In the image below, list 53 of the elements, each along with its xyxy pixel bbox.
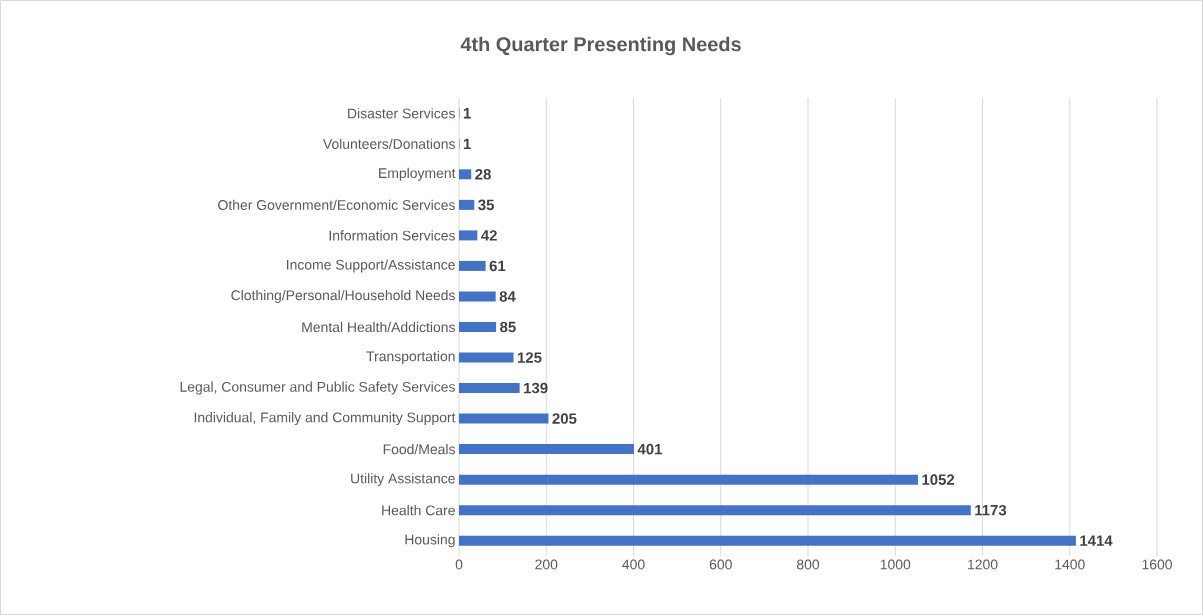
bar: [459, 444, 634, 455]
y-tick-label: Utility Assistance: [351, 473, 455, 487]
x-tick-label: 1200: [968, 559, 998, 570]
x-tick-label: 400: [622, 559, 645, 570]
x-tick-label: 0: [455, 559, 463, 570]
y-tick-label: Information Services: [329, 230, 455, 241]
bar: [459, 383, 520, 394]
x-tick-label: 1000: [880, 559, 911, 570]
bar: [459, 321, 497, 332]
bar: [459, 260, 486, 271]
y-tick-label: Housing: [405, 534, 455, 548]
bar: [459, 413, 549, 424]
y-tick-label: Income Support/Assistance: [286, 259, 455, 273]
data-label: 1052: [922, 474, 955, 485]
data-label: 1414: [1080, 535, 1113, 546]
bar: [459, 474, 918, 485]
y-tick-label: Transportation: [366, 351, 455, 365]
data-label: 85: [500, 321, 516, 333]
y-tick-label: Volunteers/Donations: [322, 138, 455, 149]
y-tick-label: Legal, Consumer and Public Safety Services: [180, 381, 455, 395]
chart-title: 4th Quarter Presenting Needs: [460, 36, 741, 56]
data-label: 125: [518, 352, 542, 363]
bar: [459, 169, 472, 180]
bar: [459, 535, 1076, 546]
x-tick-label: 800: [796, 559, 820, 570]
data-label: 139: [524, 382, 548, 394]
data-label: 61: [489, 260, 506, 272]
data-label: 1: [463, 138, 471, 149]
bar: [459, 505, 971, 516]
y-tick-label: Individual, Family and Community Support: [194, 412, 456, 426]
data-label: 1173: [975, 504, 1007, 516]
x-tick-label: 200: [535, 559, 558, 570]
y-tick-label: Other Government/Economic Services: [218, 199, 455, 210]
y-tick-label: Health Care: [382, 505, 455, 516]
y-tick-label: Disaster Services: [348, 108, 455, 119]
y-tick-label: Clothing/Personal/Household Needs: [231, 289, 455, 303]
y-tick-label: Employment: [379, 167, 456, 181]
data-label: 84: [499, 291, 516, 302]
data-label: 35: [478, 199, 494, 211]
x-tick-label: 1400: [1055, 559, 1085, 570]
bar: [459, 291, 496, 302]
data-label: 401: [637, 443, 662, 455]
bar: [459, 230, 478, 241]
y-tick-label: Mental Health/Addictions: [302, 321, 455, 333]
y-tick-label: Food/Meals: [383, 444, 455, 455]
x-tick-label: 600: [709, 559, 732, 570]
bar: [459, 352, 514, 363]
data-label: 28: [475, 169, 491, 180]
data-label: 205: [552, 413, 577, 424]
x-tick-label: 1600: [1142, 559, 1172, 570]
data-label: 42: [481, 230, 497, 241]
data-label: 1: [463, 108, 471, 119]
bar: [459, 199, 475, 210]
